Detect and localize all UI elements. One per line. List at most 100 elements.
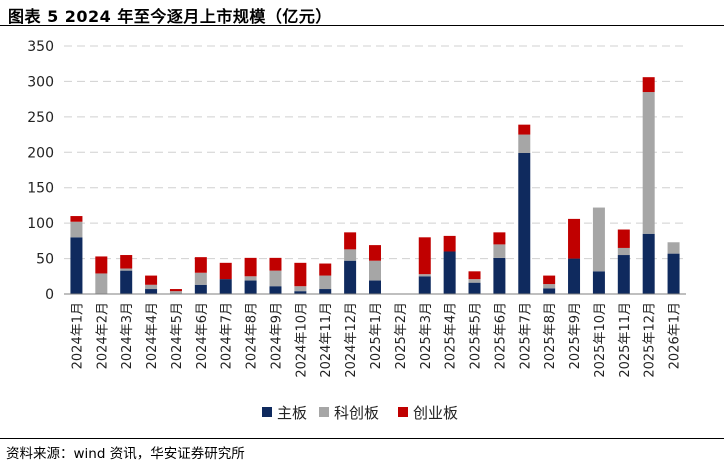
- bar-chinext: [294, 262, 307, 287]
- bar-chinext: [617, 229, 630, 248]
- x-tick-label: 2024年5月: [170, 302, 185, 369]
- legend-swatch: [262, 407, 272, 417]
- bar-main: [493, 257, 506, 294]
- y-tick-label: 100: [27, 216, 54, 232]
- x-axis-ticks: 2024年1月 2024年2月 2024年3月 2024年4月 2024年5月 2024年…: [70, 302, 682, 378]
- bar-star: [169, 291, 182, 294]
- source-note: 资料来源：wind 资讯，华安证券研究所: [6, 446, 245, 462]
- bar-star: [418, 274, 431, 277]
- bar-main: [543, 288, 556, 294]
- bar-chinext: [169, 289, 182, 292]
- x-tick-label: 2024年3月: [120, 302, 135, 369]
- x-tick-label: 2025年8月: [543, 302, 558, 369]
- bar-chinext: [145, 275, 158, 285]
- bar-star: [120, 268, 133, 271]
- bar-main: [369, 280, 381, 294]
- bar-main: [319, 289, 332, 294]
- bar-main: [418, 276, 431, 294]
- bar-chinext: [269, 257, 282, 271]
- legend: 主板 科创板 创业板: [262, 404, 458, 422]
- gridlines: [64, 45, 686, 260]
- bar-star: [344, 249, 357, 261]
- bar-star: [468, 279, 481, 283]
- y-tick-label: 250: [27, 110, 54, 126]
- bar-main: [244, 280, 257, 294]
- bar-main: [468, 282, 481, 294]
- y-axis-ticks: 0 50 100 150 200 250 300 350: [27, 39, 54, 303]
- bar-chinext: [70, 216, 83, 222]
- y-tick-label: 300: [27, 74, 54, 90]
- bar-star: [617, 247, 630, 256]
- bars: [70, 77, 680, 294]
- bar-star: [244, 276, 257, 281]
- bar-main: [145, 289, 158, 294]
- bar-chinext: [518, 124, 531, 135]
- bar-chinext: [642, 77, 655, 93]
- footer-rule: [0, 438, 724, 439]
- x-tick-label: 2026年1月: [668, 302, 683, 369]
- bar-main: [294, 291, 307, 294]
- x-tick-label: 2024年9月: [269, 302, 284, 369]
- bar-chinext: [219, 262, 232, 280]
- x-tick-label: 2025年6月: [493, 302, 508, 369]
- bar-main: [642, 233, 655, 294]
- bar-star: [592, 207, 605, 272]
- bar-star: [667, 242, 680, 254]
- y-tick-label: 350: [27, 39, 54, 55]
- y-tick-label: 0: [45, 287, 54, 303]
- bar-main: [568, 258, 581, 294]
- bar-chinext: [543, 275, 556, 285]
- x-tick-label: 2024年4月: [145, 302, 160, 369]
- legend-label: 创业板: [413, 404, 458, 422]
- x-tick-label: 2025年3月: [419, 302, 434, 369]
- bar-chinext: [443, 235, 456, 252]
- bar-chinext: [95, 256, 108, 274]
- bar-star: [543, 284, 556, 289]
- bar-main: [70, 237, 83, 294]
- title-rule: [0, 25, 724, 26]
- bar-chinext: [319, 263, 332, 276]
- bar-star: [194, 272, 207, 285]
- bar-star: [319, 275, 332, 290]
- bar-star: [95, 273, 108, 294]
- bar-chinext: [468, 271, 481, 280]
- legend-swatch: [319, 407, 329, 417]
- bar-chinext: [244, 257, 257, 277]
- y-tick-label: 200: [27, 145, 54, 161]
- bar-main: [667, 253, 680, 294]
- bar-star: [70, 221, 83, 238]
- x-tick-label: 2025年2月: [394, 302, 409, 369]
- x-tick-label: 2025年7月: [518, 302, 533, 369]
- bar-star: [518, 134, 531, 153]
- x-tick-label: 2024年11月: [319, 302, 334, 378]
- x-tick-label: 2025年4月: [444, 302, 459, 369]
- legend-label: 科创板: [334, 404, 379, 422]
- chart-title: 图表 5 2024 年至今逐月上市规模（亿元）: [8, 7, 332, 26]
- bar-main: [269, 286, 282, 294]
- bar-chinext: [194, 257, 207, 273]
- x-tick-label: 2025年9月: [568, 302, 583, 369]
- bar-star: [642, 92, 655, 234]
- bar-main: [219, 279, 232, 294]
- bar-chinext: [568, 218, 581, 259]
- bar-main: [518, 152, 531, 294]
- x-tick-label: 2024年10月: [294, 302, 309, 378]
- bar-main: [592, 271, 605, 294]
- x-tick-label: 2025年12月: [643, 302, 658, 378]
- x-tick-label: 2025年1月: [369, 302, 384, 369]
- bar-main: [617, 255, 630, 294]
- bar-star: [493, 244, 506, 258]
- bar-chinext: [418, 237, 431, 275]
- bar-star: [294, 286, 307, 292]
- bar-chinext: [493, 232, 506, 245]
- x-tick-label: 2024年7月: [220, 302, 235, 369]
- bar-main: [194, 284, 207, 294]
- legend-swatch: [398, 407, 408, 417]
- bar-chinext: [344, 232, 357, 250]
- x-tick-label: 2025年10月: [593, 302, 608, 378]
- bar-chinext: [369, 245, 381, 261]
- x-tick-label: 2025年11月: [618, 302, 633, 378]
- x-tick-label: 2024年2月: [95, 302, 110, 369]
- y-tick-label: 50: [36, 252, 54, 268]
- bar-chinext: [120, 255, 133, 269]
